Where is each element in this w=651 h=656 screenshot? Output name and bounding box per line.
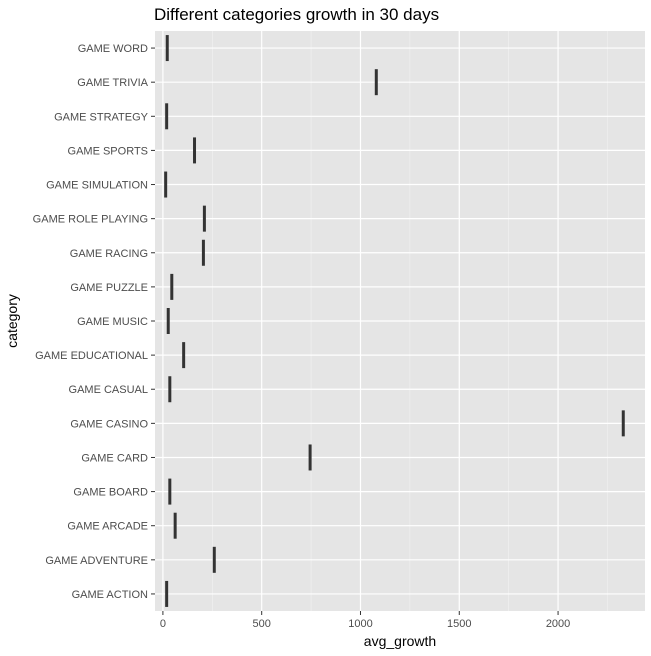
x-tick-label: 500: [253, 618, 271, 630]
x-axis: 0 500 1000 1500 2000: [160, 611, 570, 630]
x-tick-label: 1000: [348, 618, 372, 630]
y-tick-label: GAME MUSIC: [77, 316, 148, 328]
y-tick-label: GAME SIMULATION: [46, 180, 148, 192]
y-tick-label: GAME ROLE PLAYING: [33, 214, 148, 226]
data-marks: [164, 35, 625, 607]
x-tick-label: 1500: [447, 618, 471, 630]
grid-lines: [155, 31, 645, 611]
y-tick-label: GAME PUZZLE: [70, 282, 148, 294]
y-axis-title: category: [4, 294, 20, 348]
x-axis-title: avg_growth: [364, 633, 436, 649]
y-tick-label: GAME CASINO: [70, 418, 148, 430]
y-tick-label: GAME RACING: [70, 248, 148, 260]
y-tick-label: GAME BOARD: [73, 487, 148, 499]
y-tick-label: GAME WORD: [78, 43, 148, 55]
y-tick-label: GAME ARCADE: [67, 521, 148, 533]
y-tick-label: GAME STRATEGY: [54, 111, 149, 123]
y-tick-label: GAME CASUAL: [69, 384, 148, 396]
y-tick-label: GAME CARD: [81, 452, 148, 464]
x-tick-label: 2000: [546, 618, 570, 630]
x-tick-label: 0: [160, 618, 166, 630]
y-tick-label: GAME SPORTS: [68, 145, 148, 157]
y-axis: GAME WORD GAME TRIVIA GAME STRATEGY GAME SP…: [33, 43, 155, 601]
y-tick-label: GAME ACTION: [72, 589, 148, 601]
chart-title: Different categories growth in 30 days: [154, 5, 439, 24]
y-tick-label: GAME ADVENTURE: [45, 555, 148, 567]
y-tick-label: GAME EDUCATIONAL: [35, 350, 148, 362]
y-tick-label: GAME TRIVIA: [77, 77, 148, 89]
